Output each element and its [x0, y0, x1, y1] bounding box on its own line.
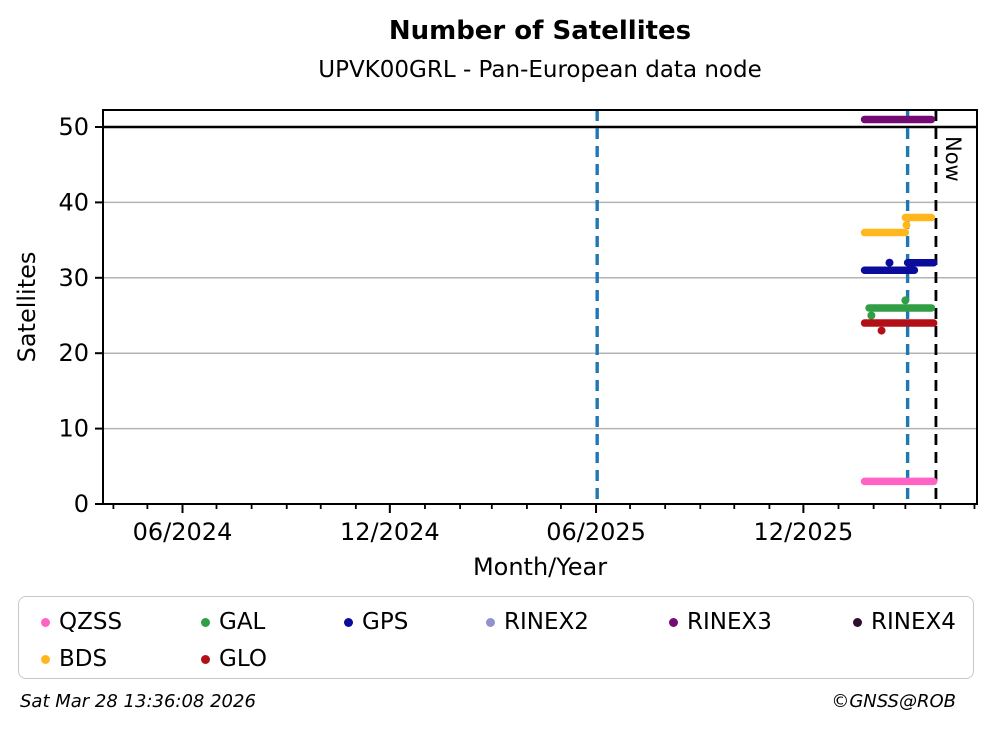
y-tick-label: 20	[58, 339, 89, 367]
series-point	[885, 258, 894, 267]
legend-item-qzss: QZSS	[41, 607, 122, 637]
legend-item-gps: GPS	[344, 607, 408, 637]
x-tick-label: 12/2025	[754, 518, 854, 546]
credit-label: ©GNSS@ROB	[831, 691, 956, 712]
y-tick-label: 0	[74, 490, 89, 518]
series-point	[877, 326, 886, 335]
legend-label: QZSS	[59, 609, 123, 635]
legend-label: GPS	[362, 609, 409, 635]
legend-item-rinex3: RINEX3	[669, 607, 772, 637]
legend-item-rinex2: RINEX2	[486, 607, 589, 637]
x-axis-label: Month/Year	[472, 553, 608, 581]
series-gal	[865, 296, 936, 320]
series-point	[901, 296, 910, 305]
series-gps	[860, 258, 938, 275]
generated-timestamp: Sat Mar 28 13:36:08 2026	[20, 691, 256, 712]
legend-label: RINEX4	[871, 609, 956, 635]
legend-marker-bds	[41, 654, 50, 664]
plot-area: 0 10 20 30 40 50 06/2024 12/2024 06/2025 12/2025 N…	[58, 109, 978, 546]
x-tick-label: 12/2024	[340, 518, 440, 546]
now-label: Now	[941, 136, 965, 182]
y-tick-label: 50	[58, 113, 89, 141]
legend-marker-gps	[344, 617, 353, 627]
legend-item-rinex4: RINEX4	[853, 607, 956, 637]
plot-border	[102, 109, 978, 505]
x-tick-label: 06/2025	[546, 518, 646, 546]
series-glo	[860, 319, 938, 335]
series-point	[867, 311, 876, 320]
legend-item-glo: GLO	[201, 644, 267, 674]
chart-legend: QZSS GAL GPS RINEX2 RINEX3 RINEX4 BDS GLO	[18, 596, 974, 679]
legend-marker-gal	[201, 617, 210, 627]
legend-marker-rinex2	[486, 617, 495, 627]
legend-item-gal: GAL	[201, 607, 265, 637]
legend-marker-rinex3	[669, 617, 678, 627]
legend-marker-glo	[201, 654, 210, 664]
series-bds	[860, 213, 936, 237]
legend-label: RINEX3	[687, 609, 772, 635]
legend-item-bds: BDS	[41, 644, 107, 674]
legend-label: GLO	[219, 646, 267, 672]
series-point	[902, 221, 911, 230]
y-tick-label: 10	[58, 415, 89, 443]
y-tick-label: 30	[58, 264, 89, 292]
legend-marker-rinex4	[853, 617, 862, 627]
y-tick-label: 40	[58, 188, 89, 216]
chart-subtitle: UPVK00GRL - Pan-European data node	[318, 57, 762, 83]
x-tick-label: 06/2024	[133, 518, 233, 546]
legend-marker-qzss	[41, 617, 50, 627]
legend-label: BDS	[59, 646, 108, 672]
chart-title: Number of Satellites	[388, 16, 692, 46]
legend-label: GAL	[219, 609, 266, 635]
legend-label: RINEX2	[504, 609, 589, 635]
